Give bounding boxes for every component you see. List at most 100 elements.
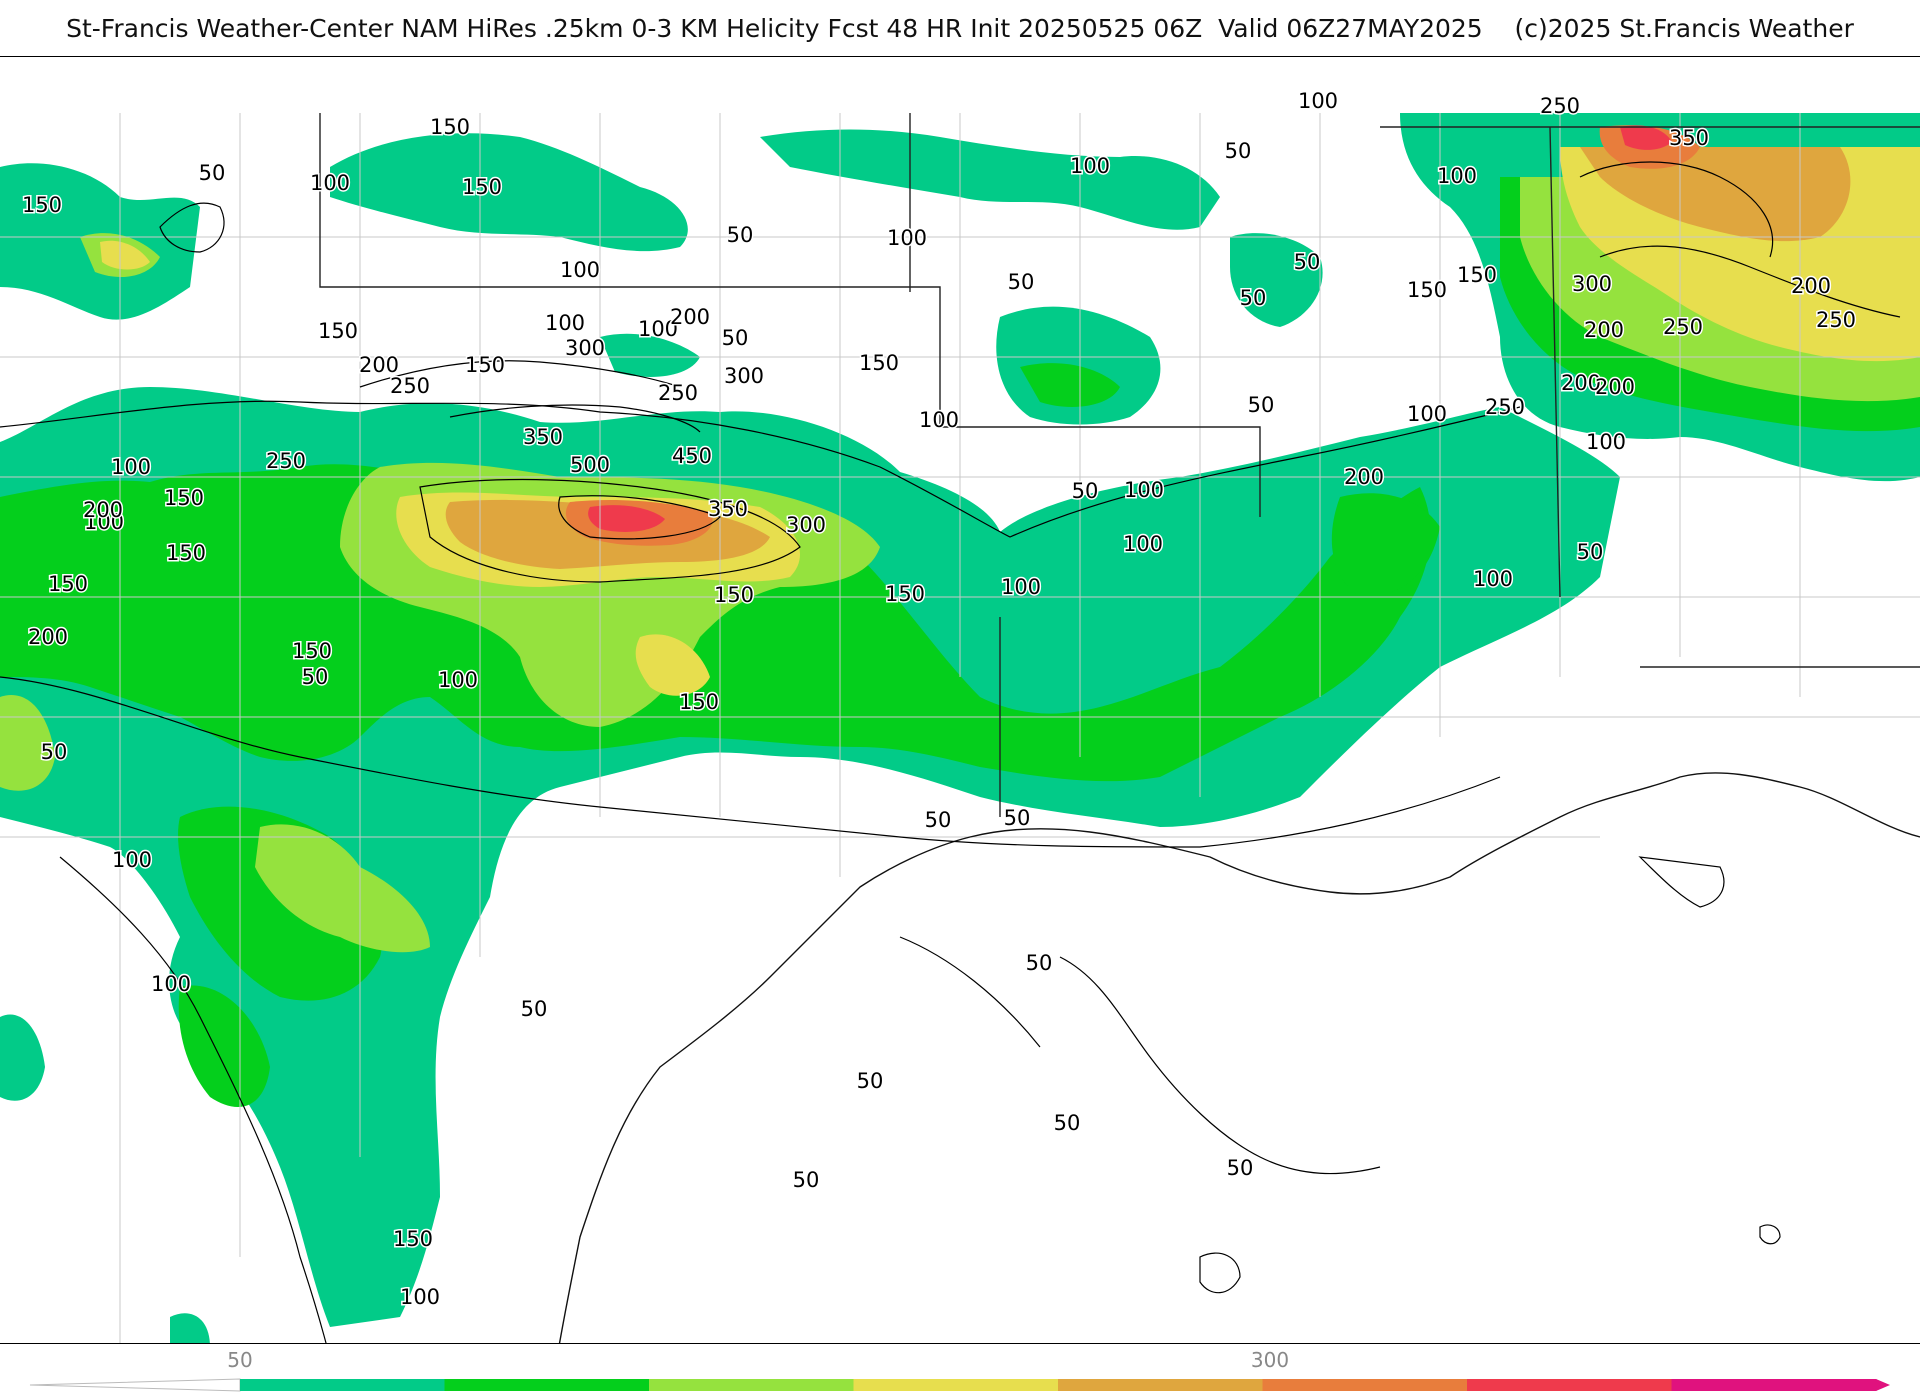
contour-label: 200 [1344,465,1384,489]
contour-label: 100 [1586,430,1626,454]
contour-label: 200 [1595,375,1635,399]
contour-label: 150 [430,115,470,139]
map-title: St-Francis Weather-Center NAM HiRes .25k… [66,13,1854,43]
contour-label: 150 [22,193,62,217]
contour-label: 150 [714,583,754,607]
contour-label: 50 [727,223,754,247]
contour-label: 50 [199,161,226,185]
contour-label: 50 [793,1168,820,1192]
contour-label: 100 [1001,575,1041,599]
contour-label: 450 [672,444,712,468]
colorbar-swatch [240,1379,445,1391]
contour-label: 250 [266,449,306,473]
colorbar-tick-label: 300 [1251,1348,1289,1372]
contour-label: 100 [638,317,678,341]
contour-label: 100 [151,972,191,996]
colorbar-swatch [1058,1379,1263,1391]
colorbar-swatch [1671,1379,1877,1391]
contour-label: 500 [570,453,610,477]
contour-label: 100 [1407,402,1447,426]
contour-label: 100 [438,668,478,692]
contour-label: 50 [1026,951,1053,975]
contour-label: 200 [1791,274,1831,298]
contour-label: 50 [1004,806,1031,830]
colorbar-swatch [444,1379,650,1391]
contour-label: 250 [390,374,430,398]
contour-label: 150 [859,351,899,375]
contour-label: 200 [670,305,710,329]
contour-label: 100 [1473,567,1513,591]
contour-label: 100 [1123,532,1163,556]
contour-label: 150 [885,582,925,606]
contour-label: 50 [1227,1156,1254,1180]
colorbar-swatch [649,1379,854,1391]
contour-label: 150 [48,572,88,596]
contour-label: 50 [925,808,952,832]
contour-label: 250 [1540,94,1580,118]
contour-label: 50 [1225,139,1252,163]
contour-label: 250 [658,381,698,405]
contour-label: 100 [112,848,152,872]
contour-label: 300 [724,364,764,388]
contour-label: 100 [400,1285,440,1309]
contour-label: 100 [84,510,124,534]
contour-label: 300 [565,336,605,360]
contour-label: 100 [1437,164,1477,188]
contour-label: 100 [887,226,927,250]
contour-label: 50 [1072,479,1099,503]
contour-label: 300 [786,513,826,537]
colorbar-low-arrow [29,1378,241,1392]
contour-label: 350 [1669,126,1709,150]
contour-label: 50 [1294,250,1321,274]
contour-label: 100 [1298,89,1338,113]
contour-label: 150 [164,486,204,510]
contour-label: 150 [462,175,502,199]
colorbar-swatch [1262,1379,1468,1391]
contour-label: 150 [166,541,206,565]
contour-label: 50 [302,665,329,689]
contour-label: 50 [1240,286,1267,310]
helicity-fill-400 [588,125,1672,532]
contour-label: 100 [560,258,600,282]
contour-label: 100 [1070,154,1110,178]
contour-label: 200 [83,498,123,522]
coastline [558,772,1920,1343]
contour-label: 50 [521,997,548,1021]
colorbar-swatch [853,1379,1059,1391]
contour-label: 200 [28,625,68,649]
county-borders [0,113,1920,1343]
contour-label: 250 [1816,308,1856,332]
contour-label: 250 [1485,395,1525,419]
state-borders [319,113,1920,817]
contour-label: 50 [857,1069,884,1093]
contour-label: 150 [318,319,358,343]
contour-label: 150 [465,353,505,377]
contour-label: 350 [523,425,563,449]
contour-label: 150 [1407,278,1447,302]
contour-label: 200 [1561,371,1601,395]
contour-label: 100 [545,311,585,335]
contour-label: 50 [722,326,749,350]
contour-label: 50 [1577,540,1604,564]
contour-label: 200 [1584,318,1624,342]
contour-label: 250 [1663,315,1703,339]
contour-label: 150 [1457,263,1497,287]
helicity-map: 150 50 100 150 150 100 50 100 100 50 100 50 100 250 35… [0,56,1920,1344]
colorbar: 50 300 [29,1348,1890,1392]
contour-label: 100 [310,171,350,195]
contour-label: 100 [1124,478,1164,502]
contour-label: 100 [111,455,151,479]
contour-label: 150 [393,1227,433,1251]
contour-label: 350 [708,497,748,521]
contour-label: 50 [41,740,68,764]
colorbar-swatches [29,1378,1890,1392]
contour-label: 50 [1008,270,1035,294]
contour-label: 200 [359,353,399,377]
colorbar-high-arrow [1876,1379,1890,1391]
contour-label: 50 [1054,1111,1081,1135]
colorbar-tick-label: 50 [227,1348,252,1372]
contour-label: 300 [1572,272,1612,296]
contour-label: 150 [679,690,719,714]
colorbar-swatch [1467,1379,1672,1391]
contour-labels: 150 50 100 150 150 100 50 100 100 50 100 50 100 250 35… [20,88,1857,1311]
